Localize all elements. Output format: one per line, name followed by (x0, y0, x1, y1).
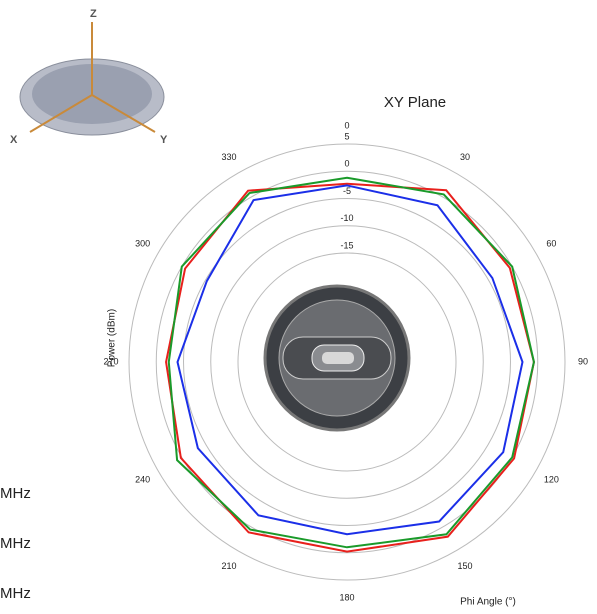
theta-tick-label: 240 (135, 474, 150, 484)
icon-y-label: Y (160, 134, 168, 146)
theta-tick-label: 30 (460, 152, 470, 162)
icon-x-axis (29, 94, 93, 133)
icon-y-axis (91, 94, 156, 133)
icon-x-label: X (10, 134, 18, 146)
theta-tick-label: 90 (578, 356, 588, 366)
grid-circle (237, 252, 457, 472)
r-tick-label: -5 (343, 186, 351, 196)
theta-tick-label: 150 (457, 561, 472, 571)
series-line (165, 182, 535, 553)
theta-tick-label: 120 (544, 474, 559, 484)
theta-tick-label: 180 (339, 592, 354, 602)
r-tick-label: -15 (340, 240, 353, 250)
grid-circle (155, 170, 539, 554)
icon-z-label: Z (90, 8, 97, 20)
theta-tick-label: 60 (546, 238, 556, 248)
grid-circle (183, 198, 511, 526)
legend-label: MHz (0, 585, 31, 602)
series-line (176, 184, 524, 536)
grid-circle (128, 143, 566, 581)
chart-title: XY Plane (384, 94, 446, 111)
r-tick-label: 5 (344, 131, 349, 141)
theta-tick-label: 0 (344, 120, 349, 130)
series-line (167, 176, 535, 549)
r-tick-label: 0 (344, 159, 349, 169)
legend-label: MHz (0, 485, 31, 502)
theta-tick-label: 300 (135, 238, 150, 248)
theta-tick-label: 330 (221, 152, 236, 162)
grid-circle (210, 225, 484, 499)
angle-axis-label: Phi Angle (°) (460, 597, 516, 608)
device-image (263, 284, 411, 432)
r-tick-label: -10 (340, 213, 353, 223)
plot: -15-10-505030609012015018021024027030033… (103, 120, 588, 602)
radial-axis-label: Power (dBm) (107, 309, 118, 367)
theta-tick-label: 210 (221, 561, 236, 571)
axis-icon: Z X Y (10, 8, 168, 146)
theta-tick-label: 270 (103, 356, 118, 366)
legend-label: MHz (0, 535, 31, 552)
